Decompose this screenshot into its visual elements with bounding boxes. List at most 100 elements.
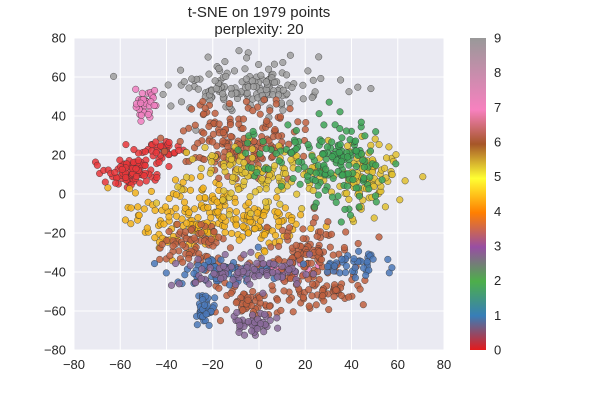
data-point	[294, 251, 302, 259]
x-tick-label: −60	[109, 357, 131, 372]
data-point	[158, 240, 166, 248]
data-point	[273, 314, 281, 322]
data-point	[311, 88, 319, 96]
data-point	[194, 214, 202, 222]
data-point	[258, 175, 266, 183]
data-point	[283, 232, 291, 240]
data-point	[151, 206, 159, 214]
data-point	[332, 198, 340, 206]
data-point	[355, 203, 363, 211]
data-point	[339, 171, 347, 179]
data-point	[112, 179, 120, 187]
data-point	[141, 161, 149, 169]
data-point	[191, 121, 199, 129]
data-point	[325, 306, 333, 314]
data-point	[318, 137, 326, 145]
data-point	[219, 137, 227, 145]
data-point	[163, 236, 171, 244]
data-point	[227, 189, 235, 197]
data-point	[172, 260, 180, 268]
data-point	[211, 109, 219, 117]
x-axis-ticks: −80 −60 −40 −20 0 20 40 60 80	[63, 357, 451, 372]
data-point	[267, 243, 275, 251]
data-point	[315, 110, 323, 118]
data-point	[322, 165, 330, 173]
data-point	[161, 203, 169, 211]
data-point	[261, 310, 269, 318]
data-point	[222, 72, 230, 80]
data-point	[262, 145, 270, 153]
data-point	[157, 142, 165, 150]
data-point	[206, 169, 214, 177]
data-point	[259, 289, 267, 297]
data-point	[354, 83, 362, 91]
data-point	[344, 153, 352, 161]
data-point	[275, 256, 283, 264]
data-point	[245, 199, 253, 207]
data-point	[172, 191, 180, 199]
data-point	[270, 60, 278, 68]
data-point	[292, 126, 300, 134]
y-tick-label: 60	[52, 70, 66, 85]
data-point	[262, 198, 270, 206]
data-point	[215, 284, 223, 292]
data-point	[229, 276, 237, 284]
data-point	[281, 204, 289, 212]
data-point	[165, 194, 173, 202]
data-point	[295, 158, 303, 166]
data-point	[201, 104, 209, 112]
data-point	[375, 233, 383, 241]
data-point	[239, 306, 247, 314]
data-point	[201, 143, 209, 151]
data-point	[241, 65, 249, 73]
data-point	[214, 208, 222, 216]
data-point	[350, 255, 358, 263]
data-point	[221, 228, 229, 236]
data-point	[266, 107, 274, 115]
data-point	[179, 258, 187, 266]
data-point	[372, 192, 380, 200]
data-point	[199, 184, 207, 192]
x-tick-label: 60	[391, 357, 405, 372]
data-point	[352, 137, 360, 145]
data-point	[176, 137, 184, 145]
data-point	[332, 286, 340, 294]
data-point	[226, 244, 234, 252]
data-point	[151, 86, 159, 94]
data-point	[292, 241, 300, 249]
data-point	[266, 302, 274, 310]
colorbar	[470, 38, 486, 350]
data-point	[240, 251, 248, 259]
data-point	[272, 149, 280, 157]
data-point	[345, 195, 353, 203]
data-point	[336, 140, 344, 148]
data-point	[185, 208, 193, 216]
data-point	[219, 128, 227, 136]
data-point	[253, 168, 261, 176]
data-point	[240, 177, 248, 185]
data-point	[309, 187, 317, 195]
data-point	[253, 209, 261, 217]
data-point	[285, 296, 293, 304]
data-point	[365, 266, 373, 274]
data-point	[286, 51, 294, 59]
data-point	[251, 225, 259, 233]
data-point	[351, 274, 359, 282]
data-point	[287, 156, 295, 164]
data-point	[345, 293, 353, 301]
data-point	[401, 177, 409, 185]
data-point	[185, 254, 193, 262]
data-point	[132, 172, 140, 180]
data-point	[340, 243, 348, 251]
data-point	[104, 184, 112, 192]
data-point	[318, 256, 326, 264]
data-point	[131, 189, 139, 197]
data-point	[137, 111, 145, 119]
data-point	[385, 143, 393, 151]
data-point	[381, 164, 389, 172]
data-point	[157, 134, 165, 142]
data-point	[204, 204, 212, 212]
chart-title: t-SNE on 1979 points	[188, 4, 331, 21]
